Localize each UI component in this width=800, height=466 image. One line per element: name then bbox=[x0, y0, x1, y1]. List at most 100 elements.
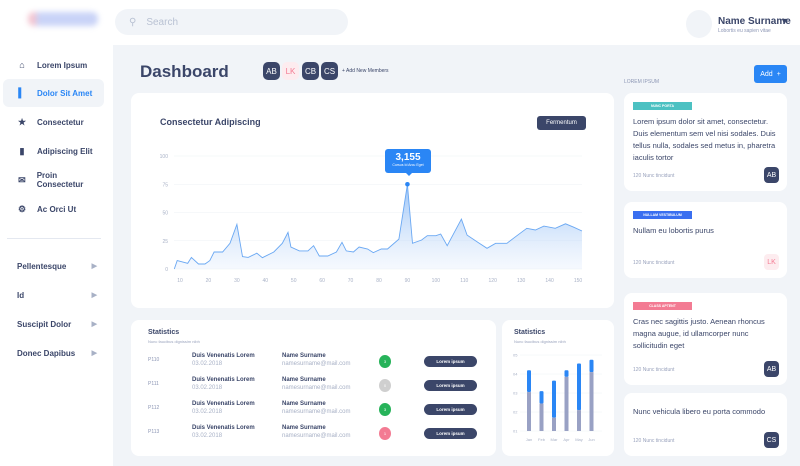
y-tick-label: 100 bbox=[160, 154, 169, 160]
sidebar-group-pellentesque[interactable]: Pellentesque ▶ bbox=[17, 262, 97, 271]
chevron-down-icon[interactable]: ▼ bbox=[780, 16, 789, 26]
add-button[interactable]: Add + bbox=[754, 65, 787, 83]
row-date: 03.02.2018 bbox=[192, 433, 223, 439]
x-tick-label: 140 bbox=[545, 278, 554, 284]
sidebar-group-donec-dapibus[interactable]: Donec Dapibus ▶ bbox=[17, 349, 97, 358]
logo[interactable] bbox=[28, 12, 98, 26]
card-avatar[interactable]: CS bbox=[764, 432, 779, 448]
y-tick-label: 03 bbox=[513, 391, 518, 396]
bar-segment-blue bbox=[589, 359, 594, 373]
y-tick-label: 75 bbox=[162, 182, 168, 188]
card-text: Nunc vehicula libero eu porta commodo bbox=[633, 407, 766, 416]
task-card[interactable]: NUNC PORTA Lorem ipsum dolor sit amet, co… bbox=[624, 93, 787, 191]
row-title: Duis Venenatis Lorem bbox=[192, 353, 255, 359]
row-action-button[interactable]: Lorem ipsum bbox=[424, 428, 477, 439]
y-tick-label: 04 bbox=[513, 372, 518, 377]
row-id: P111 bbox=[148, 381, 159, 387]
row-id: P112 bbox=[148, 405, 160, 411]
y-tick-label: 02 bbox=[513, 410, 518, 415]
search-placeholder: Search bbox=[146, 16, 179, 28]
bar-chart-card bbox=[502, 320, 614, 456]
group-label: Pellentesque bbox=[17, 262, 67, 271]
user-avatar[interactable] bbox=[686, 10, 712, 38]
tooltip-label: Cursus Id Arcu Eget bbox=[392, 163, 424, 167]
x-tick-label: 150 bbox=[574, 278, 583, 284]
home-icon: ⌂ bbox=[19, 60, 25, 70]
tooltip-value: 3,155 bbox=[395, 152, 421, 163]
task-card[interactable]: NULLAM VESTIBULUM Nullam eu lobortis puru… bbox=[624, 202, 787, 278]
row-action-button[interactable]: Lorem ipsum bbox=[424, 404, 477, 415]
count-badge: 3 bbox=[379, 403, 391, 416]
row-date: 03.02.2018 bbox=[192, 361, 223, 367]
table-row: P110 Duis Venenatis Lorem 03.02.2018 Name S… bbox=[148, 353, 478, 373]
sidebar-item-consectetur[interactable]: ★ Consectetur bbox=[3, 108, 104, 136]
bar-segment-blue bbox=[577, 363, 581, 411]
sidebar-item-label: Dolor Sit Amet bbox=[37, 88, 93, 98]
user-name[interactable]: Name Surname bbox=[718, 16, 791, 27]
sidebar-item-ac-orci-ut[interactable]: ⚙ Ac Orci Ut bbox=[3, 195, 104, 223]
member-avatar[interactable]: CB bbox=[302, 62, 319, 80]
row-email: namesurname@mail.com bbox=[282, 385, 351, 391]
stats-title: Statistics bbox=[148, 329, 180, 336]
x-tick-label: 90 bbox=[405, 278, 411, 284]
sidebar-item-lorem-ipsum[interactable]: ⌂ Lorem Ipsum bbox=[3, 51, 104, 79]
row-name: Name Surname bbox=[282, 401, 326, 407]
card-tag: CLASS APTENT bbox=[633, 302, 692, 310]
add-members-link[interactable]: + Add New Members bbox=[342, 68, 389, 74]
y-tick-label: 25 bbox=[162, 239, 168, 245]
row-email: namesurname@mail.com bbox=[282, 409, 351, 415]
sidebar-item-adipiscing-elit[interactable]: ▮ Adipiscing Elit bbox=[3, 137, 104, 165]
member-avatar[interactable]: AB bbox=[263, 62, 280, 80]
bar-segment-gray bbox=[552, 417, 556, 431]
x-tick-label: 120 bbox=[489, 278, 498, 284]
card-footer: 120 Nunc tincidunt bbox=[633, 173, 675, 179]
card-avatar[interactable]: AB bbox=[764, 361, 779, 377]
highlight-point[interactable] bbox=[405, 181, 410, 187]
row-date: 03.02.2018 bbox=[192, 385, 223, 391]
sidebar-item-proin-consectetur[interactable]: ✉ Proin Consectetur bbox=[3, 166, 104, 194]
bar-segment-gray bbox=[539, 403, 544, 431]
member-avatar[interactable]: LK bbox=[282, 62, 299, 80]
member-avatar[interactable]: CS bbox=[321, 62, 338, 80]
sidebar-item-label: Consectetur bbox=[37, 117, 84, 127]
bar-segment-gray bbox=[589, 372, 594, 431]
x-tick-label: 100 bbox=[432, 278, 441, 284]
x-tick-label: Jan bbox=[526, 437, 532, 442]
y-tick-label: 0 bbox=[165, 267, 168, 273]
search-input[interactable]: ⚲ Search bbox=[115, 9, 348, 35]
row-id: P110 bbox=[148, 357, 160, 363]
x-tick-label: Jun bbox=[588, 437, 594, 442]
x-tick-label: 50 bbox=[291, 278, 297, 284]
star-icon: ★ bbox=[17, 116, 27, 127]
x-tick-label: 60 bbox=[319, 278, 325, 284]
search-icon: ⚲ bbox=[129, 16, 137, 28]
sidebar-group-suscipit-dolor[interactable]: Suscipit Dolor ▶ bbox=[17, 320, 97, 329]
page-title: Dashboard bbox=[140, 62, 229, 81]
sidebar-divider bbox=[7, 238, 101, 239]
card-avatar[interactable]: AB bbox=[764, 167, 779, 183]
plus-icon: + bbox=[776, 70, 781, 78]
bar-chart-title: Statistics bbox=[514, 329, 546, 336]
fermentum-button[interactable]: Fermentum bbox=[537, 116, 586, 130]
bar-chart-icon: ▍ bbox=[18, 87, 26, 98]
task-card[interactable]: CLASS APTENT Cras nec sagittis justo. Aen… bbox=[624, 293, 787, 385]
y-tick-label: 50 bbox=[162, 211, 168, 217]
sidebar-item-dolor-sit-amet[interactable]: ▍ Dolor Sit Amet bbox=[3, 79, 104, 107]
table-row: P111 Duis Venenatis Lorem 03.02.2018 Name S… bbox=[148, 377, 478, 397]
sidebar-group-id[interactable]: Id ▶ bbox=[17, 291, 97, 300]
x-tick-label: 80 bbox=[376, 278, 382, 284]
sidebar-item-label: Lorem Ipsum bbox=[37, 60, 88, 70]
card-text: Nullam eu lobortis purus bbox=[633, 226, 714, 235]
card-tag: NUNC PORTA bbox=[633, 102, 692, 110]
task-card[interactable]: Nunc vehicula libero eu porta commodo 120… bbox=[624, 393, 787, 456]
row-id: P113 bbox=[148, 429, 160, 435]
line-chart: 0 25 50 75 100 10 20 30 40 50 60 70 80 90 100 110 120 130… bbox=[160, 154, 583, 284]
card-avatar[interactable]: LK bbox=[764, 254, 779, 270]
chart-title: Consectetur Adipiscing bbox=[160, 117, 261, 127]
x-tick-label: 10 bbox=[177, 278, 183, 284]
bar-segment-blue bbox=[552, 380, 556, 418]
row-action-button[interactable]: Lorem ipsum bbox=[424, 356, 477, 367]
bar-segment-gray bbox=[564, 376, 569, 431]
table-row: P112 Duis Venenatis Lorem 03.02.2018 Name S… bbox=[148, 401, 478, 421]
row-action-button[interactable]: Lorem ipsum bbox=[424, 380, 477, 391]
